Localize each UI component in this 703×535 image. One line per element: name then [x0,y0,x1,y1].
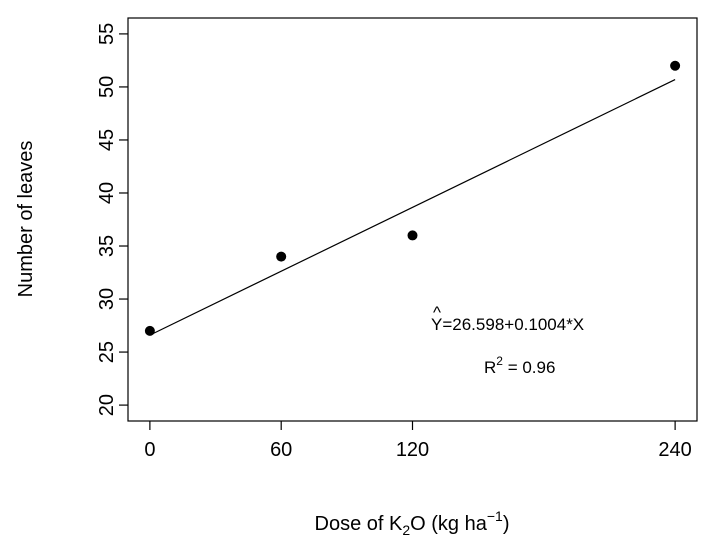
x-axis-title-suffix: ) [503,513,510,535]
y-tick-label: 25 [96,341,118,363]
y-tick-label: 50 [96,76,118,98]
x-axis-title-prefix: Dose of K [315,513,403,535]
data-point [670,60,681,71]
x-tick-label: 0 [144,439,155,461]
y-axis-title: Number of leaves [15,141,37,298]
plot-frame [127,17,698,422]
data-point [276,251,287,262]
equation-lhs: Y [431,315,442,334]
x-axis-title-mid: O (kg ha [410,513,488,535]
data-point [144,325,155,336]
y-tick-label: 35 [96,235,118,257]
r-squared-value: = 0.96 [503,358,555,377]
y-tick-label: 55 [96,23,118,45]
x-axis-title: Dose of K2O (kg ha−1) [315,508,510,535]
x-tick-label: 60 [270,439,292,461]
fit-line-layer [149,79,676,336]
data-points-layer [144,60,681,336]
x-axis: 0 60 120 240 [144,421,692,461]
y-axis: 20 25 30 35 40 45 50 55 [96,23,128,416]
r-squared-annotation: R2 = 0.96 [484,354,555,377]
r-squared-superscript: 2 [496,354,503,368]
x-axis-title-subscript: 2 [402,522,410,535]
equation-annotation: Y=26.598+0.1004*X [431,315,584,334]
regression-line [149,79,676,336]
x-tick-label: 240 [658,439,691,461]
y-tick-label: 20 [96,394,118,416]
y-tick-label: 40 [96,182,118,204]
y-tick-label: 30 [96,288,118,310]
data-point [407,230,418,241]
x-tick-label: 120 [396,439,429,461]
equation-hat: ^ [433,303,441,322]
r-squared-symbol: R [484,358,496,377]
y-tick-label: 45 [96,129,118,151]
x-axis-title-superscript: −1 [487,508,503,524]
equation-rhs: =26.598+0.1004*X [442,315,584,334]
